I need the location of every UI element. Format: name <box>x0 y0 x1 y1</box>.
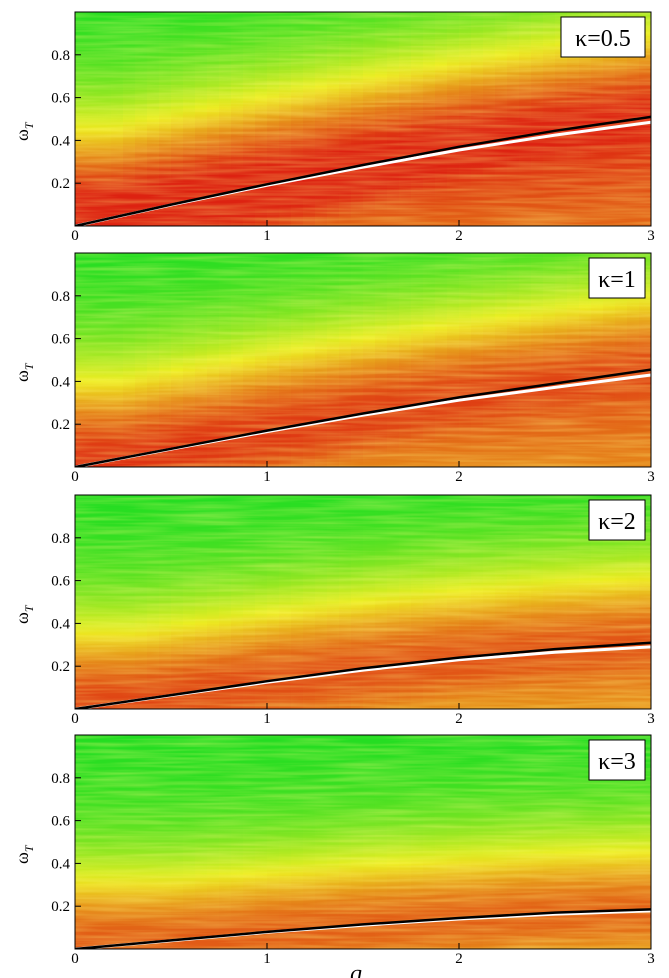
heatmap-2 <box>75 253 651 467</box>
x-tick-label: 2 <box>455 951 463 967</box>
black-curve <box>75 641 651 709</box>
panel-label: κ=1 <box>598 267 636 293</box>
panel-label: κ=2 <box>598 509 636 535</box>
y-tick-label: 0.2 <box>51 417 70 433</box>
y-tick-label: 0.6 <box>51 814 70 830</box>
panel-label-box <box>588 257 646 299</box>
y-axis-title: ωT <box>12 844 36 864</box>
heatmap-3 <box>75 495 651 709</box>
panel-3: 0 1 2 3 0.2 0.4 0.6 0.8 ωT κ=2 <box>12 494 655 727</box>
y-tick-label: 0.6 <box>51 574 70 590</box>
x-tick-label: 0 <box>71 711 79 727</box>
panel-label-box <box>588 499 646 541</box>
panel-label: κ=0.5 <box>575 26 631 52</box>
y-tick-label: 0.8 <box>51 289 70 305</box>
y-tick-label: 0.8 <box>51 48 70 64</box>
black-curve <box>75 368 651 467</box>
y-tick-label: 0.4 <box>51 616 70 632</box>
heatmap-4 <box>75 735 651 949</box>
heatmap-texture <box>75 735 651 949</box>
panel-frame <box>74 494 652 710</box>
x-tick-label: 3 <box>647 469 655 485</box>
black-curve <box>75 908 651 949</box>
y-tick-label: 0.2 <box>51 176 70 192</box>
x-tick-label: 1 <box>263 711 271 727</box>
panel-label: κ=3 <box>598 749 636 775</box>
y-axis-title: ωT <box>12 362 36 382</box>
heatmap-texture <box>75 495 651 709</box>
heatmap-texture <box>75 253 651 467</box>
x-tick-label: 1 <box>263 951 271 967</box>
panel-label-box <box>560 16 646 58</box>
x-tick-label: 1 <box>263 228 271 244</box>
y-tick-label: 0.8 <box>51 771 70 787</box>
panel-4: 0 1 2 3 0.2 0.4 0.6 0.8 ωT κ=3 q <box>12 734 655 978</box>
heatmap-texture <box>75 12 651 226</box>
y-tick-label: 0.4 <box>51 856 70 872</box>
panel-label-box <box>588 739 646 781</box>
x-axis-title: q <box>350 961 362 978</box>
y-tick-label: 0.8 <box>51 531 70 547</box>
x-tick-label: 2 <box>455 711 463 727</box>
panel-1: 0 1 2 3 0.2 0.4 0.6 0.8 ωT κ=0.5 <box>12 11 655 244</box>
panel-frame <box>74 11 652 227</box>
y-tick-label: 0.4 <box>51 374 70 390</box>
y-axis-title: ωT <box>12 604 36 624</box>
x-tick-label: 3 <box>647 711 655 727</box>
x-tick-label: 3 <box>647 228 655 244</box>
y-tick-label: 0.2 <box>51 899 70 915</box>
y-tick-label: 0.6 <box>51 332 70 348</box>
x-tick-label: 2 <box>455 228 463 244</box>
y-tick-label: 0.2 <box>51 659 70 675</box>
x-tick-label: 2 <box>455 469 463 485</box>
panel-frame <box>74 252 652 468</box>
black-curve <box>75 115 651 226</box>
panel-frame <box>74 734 652 950</box>
x-tick-label: 0 <box>71 469 79 485</box>
heatmap-1 <box>75 12 651 226</box>
x-tick-label: 3 <box>647 951 655 967</box>
y-tick-label: 0.4 <box>51 133 70 149</box>
x-tick-label: 0 <box>71 228 79 244</box>
y-tick-label: 0.6 <box>51 91 70 107</box>
x-tick-label: 1 <box>263 469 271 485</box>
x-tick-label: 0 <box>71 951 79 967</box>
panel-2: 0 1 2 3 0.2 0.4 0.6 0.8 ωT κ=1 <box>12 252 655 485</box>
y-axis-title: ωT <box>12 121 36 141</box>
